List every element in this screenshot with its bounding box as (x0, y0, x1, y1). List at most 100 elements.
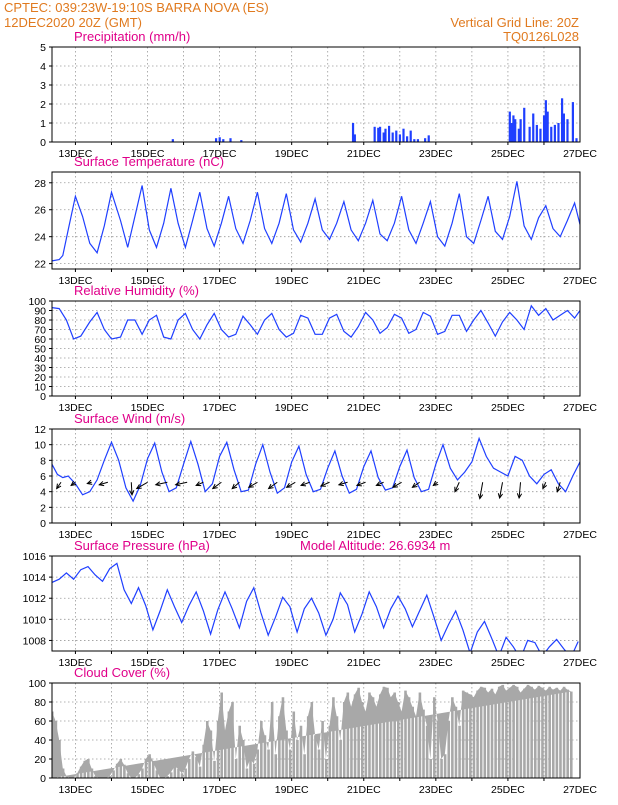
temperature-frame (51, 171, 581, 270)
cloud-column-80 (339, 740, 342, 778)
temperature-ytick-label-3: 28 (34, 178, 46, 190)
cloud-column-60 (267, 749, 270, 778)
precipitation-bar-12 (384, 128, 387, 142)
cloud-column-25 (141, 768, 144, 778)
cloud-column-139 (551, 689, 555, 778)
cloud-column-97 (400, 711, 404, 778)
cloud-column-75 (321, 721, 324, 778)
cloud-ytick-label-5: 100 (28, 678, 46, 690)
humidity-panel: Relative Humidity (%) 0102030405060708090… (28, 283, 597, 414)
precipitation-bar-0 (171, 139, 174, 142)
precipitation-panel: Precipitation (mm/h) 0 1 2 3 4 5 13DEC 15DEC 17DE… (40, 29, 597, 160)
humidity-series-line (52, 304, 580, 341)
cloud-xtick-label-0: 13DEC (58, 784, 92, 796)
precipitation-ytick-label-3: 3 (40, 80, 46, 92)
cloud-column-45 (213, 760, 216, 778)
wind-series-line (52, 436, 580, 503)
cloud-column-54 (245, 768, 249, 778)
pressure-xtick-label-4: 21DEC (347, 657, 381, 669)
pressure-series-line (52, 562, 579, 651)
precipitation-bar-5 (240, 140, 243, 142)
temperature-ytick-label-0: 22 (34, 259, 46, 271)
cloud-column-62 (274, 754, 278, 778)
cloud-column-41 (198, 766, 202, 778)
temperature-xtick-label-6: 25DEC (491, 275, 525, 287)
header-station: CPTEC: 039:23W-19:10S BARRA NOVA (ES) (4, 0, 269, 15)
pressure-xtick-label-0: 13DEC (58, 657, 92, 669)
cloud-column-85 (357, 687, 360, 778)
temperature-xtick-label-1: 15DEC (131, 275, 165, 287)
cloud-ytick-label-0: 0 (40, 773, 46, 785)
cloud-plot (52, 684, 573, 778)
precipitation-bar-32 (532, 113, 535, 142)
precipitation-bar-37 (546, 111, 549, 142)
wind-vector-9 (211, 481, 222, 490)
pressure-plot (52, 562, 579, 651)
cloud-column-55 (249, 759, 252, 778)
cloud-column-120 (483, 687, 487, 778)
cloud-column-110 (447, 721, 451, 778)
wind-panel: Surface Wind (m/s) 0 2 4 6 8 10 12 13DEC 15DEC 17D… (34, 411, 597, 541)
wind-vector-23 (477, 482, 484, 500)
cloud-column-40 (195, 757, 198, 778)
wind-vector-2 (86, 479, 93, 485)
precipitation-bar-22 (424, 138, 427, 142)
cloud-column-136 (541, 687, 544, 778)
cloud-column-127 (508, 687, 512, 778)
humidity-ytick-label-4: 40 (34, 353, 46, 365)
temperature-panel: Surface Temperature (nC) 22 24 26 28 13DEC 15D… (34, 154, 597, 287)
pressure-xtick-label-7: 27DEC (563, 657, 597, 669)
cloud-column-83 (350, 706, 353, 778)
precipitation-bar-31 (528, 126, 531, 142)
cloud-column-119 (479, 686, 483, 778)
wind-vector-26 (542, 482, 548, 490)
cloud-column-123 (494, 694, 497, 778)
precipitation-bar-44 (571, 102, 574, 142)
wind-xtick-label-7: 27DEC (563, 529, 597, 541)
precipitation-bar-36 (544, 100, 547, 142)
pressure-subtitle: Model Altitude: 26.6934 m (300, 538, 450, 553)
cloud-column-91 (378, 694, 382, 778)
cloud-column-16 (108, 776, 112, 778)
temperature-xtick-label-5: 23DEC (419, 275, 453, 287)
cloud-column-33 (169, 772, 173, 778)
precipitation-bar-23 (427, 135, 430, 142)
cloud-column-39 (191, 751, 195, 778)
cloud-column-104 (425, 725, 429, 778)
cloud-column-57 (256, 749, 260, 778)
wind-vector-7 (174, 481, 188, 487)
pressure-ytick-label-0: 1008 (23, 635, 47, 647)
wind-vector-5 (135, 481, 148, 490)
cloud-column-4 (65, 776, 69, 778)
wind-ytick-label-5: 10 (34, 440, 46, 452)
humidity-xtick-label-0: 13DEC (58, 402, 92, 414)
humidity-plot (52, 304, 580, 341)
cloud-column-79 (335, 716, 339, 778)
humidity-title: Relative Humidity (%) (74, 283, 199, 298)
temperature-xtick-label-3: 19DEC (275, 275, 309, 287)
wind-ytick-label-2: 4 (40, 487, 46, 499)
wind-vector-22 (454, 482, 460, 493)
precipitation-xtick-label-5: 23DEC (419, 148, 453, 160)
pressure-title: Surface Pressure (hPa) (74, 538, 210, 553)
cloud-column-135 (537, 685, 541, 778)
precipitation-ytick-label-2: 2 (40, 99, 46, 111)
precipitation-xtick-label-0: 13DEC (58, 148, 92, 160)
temperature-plot (52, 181, 580, 262)
precipitation-bar-3 (222, 139, 225, 142)
cloud-column-67 (292, 711, 296, 778)
cloud-column-131 (523, 688, 526, 778)
cloud-column-102 (418, 692, 422, 778)
cloud-column-128 (512, 684, 515, 778)
precipitation-xtick-label-7: 27DEC (563, 148, 597, 160)
cloud-column-94 (389, 697, 393, 778)
cloud-xtick-label-1: 15DEC (131, 784, 165, 796)
cloud-column-59 (263, 735, 267, 778)
precipitation-bar-10 (378, 126, 382, 142)
cloud-column-48 (224, 730, 227, 778)
cloud-column-112 (454, 706, 458, 778)
cloud-column-63 (278, 716, 281, 778)
cloud-column-99 (407, 697, 411, 778)
precipitation-bar-34 (539, 128, 542, 142)
